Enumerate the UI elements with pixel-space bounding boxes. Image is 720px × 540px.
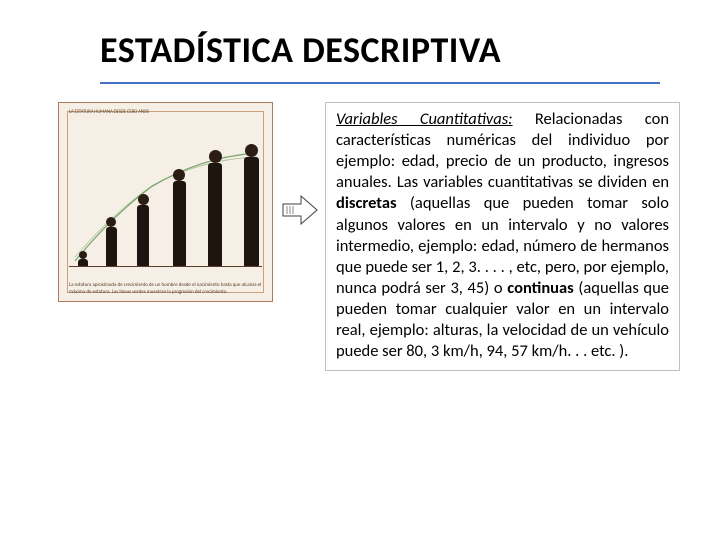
bold-term-continuas: continuas (507, 278, 574, 298)
bold-term-discretas: discretas (336, 193, 397, 213)
silhouette-figure (167, 169, 191, 267)
arrow-icon (279, 192, 319, 228)
silhouette-figure (203, 150, 227, 267)
illustration-footer: La estatura aproximada de crecimiento de… (69, 282, 262, 295)
baseline (69, 266, 262, 267)
silhouette-figure (71, 251, 95, 267)
growth-area (69, 125, 262, 267)
content-row: LA ESTATURA HUMANA DESDE CERO AÑOS La es… (0, 84, 720, 371)
definition-textbox: Variables Cuantitativas: Relacionadas co… (325, 102, 680, 371)
growth-illustration: LA ESTATURA HUMANA DESDE CERO AÑOS La es… (58, 102, 273, 302)
silhouette-figure (99, 217, 123, 267)
illustration-caption: LA ESTATURA HUMANA DESDE CERO AÑOS (69, 109, 149, 115)
silhouette-figure (131, 194, 155, 267)
lead-term: Variables Cuantitativas: (336, 109, 513, 129)
silhouette-figure (239, 144, 263, 267)
page-title: ESTADÍSTICA DESCRIPTIVA (100, 28, 660, 72)
